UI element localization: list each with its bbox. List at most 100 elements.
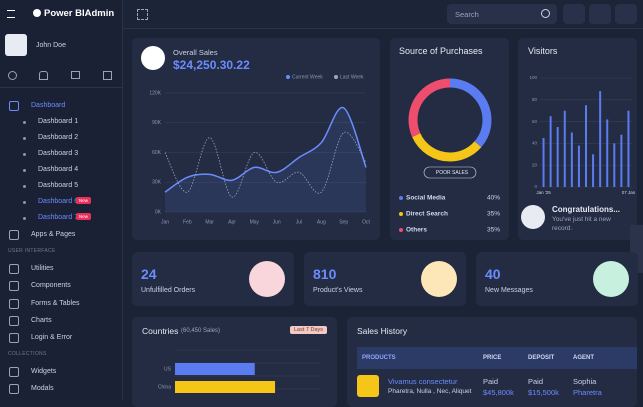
- sales-amount: $24,250.30.22: [173, 58, 250, 72]
- legend-label: Others: [406, 227, 427, 234]
- menu-item[interactable]: Modals: [31, 385, 54, 393]
- bar: [627, 110, 630, 187]
- search-icon[interactable]: [8, 71, 17, 80]
- legend-swatch: [399, 228, 403, 232]
- legend-swatch: [334, 75, 338, 79]
- card-title: Countries: [142, 326, 179, 336]
- card-title: Sales History: [357, 326, 408, 336]
- x-tick-label: Mar: [205, 219, 214, 225]
- column-header: AGENT: [573, 355, 594, 361]
- y-tick-label: 0: [534, 184, 537, 189]
- period-badge[interactable]: Last 7 Days: [290, 326, 328, 334]
- bullet: [23, 153, 26, 156]
- stat-label: Unfulfilled Orders: [141, 287, 196, 294]
- bar: [175, 363, 255, 375]
- trophy-icon: [521, 205, 545, 229]
- y-tick-label: 90K: [152, 120, 162, 126]
- purchases-card: [390, 38, 509, 240]
- donut-chart: Social Media 40% Direct Search 35% Others 35%…: [399, 78, 500, 234]
- menu-item[interactable]: Apps & Pages: [31, 231, 76, 238]
- y-tick-label: 100: [529, 75, 537, 80]
- legend-label: Direct Search: [406, 211, 448, 218]
- donut-segment: [408, 78, 492, 162]
- value-label: 35%: [487, 227, 500, 234]
- fullscreen-icon[interactable]: [137, 9, 148, 20]
- search-box[interactable]: [447, 4, 557, 24]
- submenu-item[interactable]: Dashboard 4: [38, 166, 79, 173]
- x-tick-label: Jan: [161, 219, 169, 225]
- bell-icon[interactable]: [39, 71, 48, 80]
- y-tick-label: 60: [532, 119, 538, 124]
- bar: [570, 132, 573, 187]
- bar: [563, 110, 566, 187]
- stat-icon: [421, 261, 457, 297]
- stat-value: 24: [141, 266, 157, 282]
- user-name[interactable]: John Doe: [36, 42, 66, 49]
- x-tick-label: Sep: [339, 219, 348, 225]
- y-tick-label: 20: [532, 162, 538, 167]
- card-title: Source of Purchases: [399, 46, 483, 56]
- bullet: [23, 169, 26, 172]
- menu-item[interactable]: Utilities: [31, 265, 54, 272]
- legend-swatch: [399, 212, 403, 216]
- legend-label: Social Media: [406, 195, 446, 202]
- visitors-chart: 0 20 40 60 80 100 Jan '25 07 Jan: [529, 75, 635, 195]
- submenu-item[interactable]: Dashboard 6: [38, 198, 79, 205]
- menu-item[interactable]: Dashboard: [31, 102, 66, 109]
- price-status: Paid: [483, 377, 499, 386]
- deposit-status: Paid: [528, 377, 544, 386]
- menu-icon[interactable]: [7, 10, 15, 18]
- x-tick-label: Oct: [362, 219, 370, 225]
- y-tick-label: 40: [532, 141, 538, 146]
- notifications-button[interactable]: [563, 4, 585, 24]
- logo: [33, 9, 41, 17]
- value-label: 40%: [487, 195, 500, 202]
- legend-label: Last Week: [340, 74, 364, 80]
- congrats-text: You've just hit a new record.: [552, 216, 611, 232]
- profile-button[interactable]: [589, 4, 611, 24]
- search-icon[interactable]: [541, 9, 550, 18]
- section-title: COLLECTIONS: [8, 351, 47, 357]
- product-name[interactable]: Vivamus consectetur: [388, 377, 458, 386]
- menu-icon: [9, 333, 19, 344]
- bar: [585, 105, 587, 187]
- x-tick-label: Apr: [228, 219, 236, 225]
- sales-chart: 0K 30K 60K 90K 120K Jan Feb Mar Apr May Jun Jul Aug S…: [149, 74, 370, 225]
- y-tick-label: 120K: [149, 90, 161, 96]
- submenu-item[interactable]: Dashboard 2: [38, 134, 79, 141]
- congrats-title: Congratulations...: [552, 205, 620, 214]
- price: $45,800k: [483, 388, 514, 397]
- sidebar: [0, 0, 123, 400]
- stat-icon: [249, 261, 285, 297]
- chat-icon[interactable]: [71, 71, 80, 79]
- agent: Sophia: [573, 377, 597, 386]
- submenu-item[interactable]: Dashboard 1: [38, 118, 79, 125]
- legend-label: Current Week: [292, 74, 323, 80]
- menu-item[interactable]: Forms & Tables: [31, 299, 80, 307]
- column-header: PRICE: [483, 355, 502, 361]
- x-tick-label: Jun: [273, 219, 281, 225]
- agent-sub: Pharetra: [573, 388, 602, 397]
- y-tick-label: 80: [532, 97, 538, 102]
- menu-item[interactable]: Login & Error: [31, 334, 73, 342]
- y-tick-label: China: [158, 384, 171, 390]
- status-badge-label: POOR SALES: [436, 170, 469, 176]
- submenu-item[interactable]: Dashboard 3: [38, 150, 79, 157]
- logout-icon[interactable]: [103, 71, 112, 80]
- bullet: [23, 201, 26, 204]
- submenu-item[interactable]: Dashboard 7: [38, 214, 79, 221]
- product-tags: Pharetra, Nulla , Nec, Aliquet: [388, 388, 472, 395]
- menu-item[interactable]: Charts: [31, 316, 52, 324]
- submenu-item[interactable]: Dashboard 5: [38, 182, 79, 189]
- column-header: PRODUCTS: [362, 355, 396, 361]
- menu-item[interactable]: Widgets: [31, 368, 57, 375]
- switch-button[interactable]: [615, 4, 637, 24]
- column-header: DEPOSIT: [528, 355, 555, 361]
- menu-item[interactable]: Components: [31, 282, 71, 290]
- product-image: [357, 375, 379, 397]
- bar: [599, 91, 602, 187]
- donut-segment: [408, 78, 492, 162]
- y-tick-label: 60K: [152, 150, 162, 156]
- stat-label: New Messages: [485, 287, 533, 294]
